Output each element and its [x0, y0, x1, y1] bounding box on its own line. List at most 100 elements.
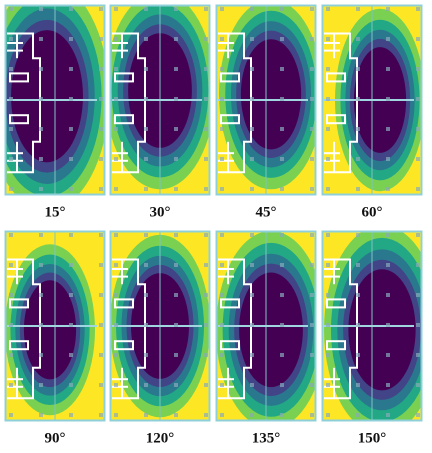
heatmap-panel [109, 230, 211, 422]
sensor [204, 293, 208, 297]
sensor [39, 157, 43, 161]
sensor [99, 187, 103, 191]
sensor [326, 67, 330, 71]
sensor [39, 67, 43, 71]
sensor [250, 323, 254, 327]
sensor [9, 293, 13, 297]
sensor [386, 127, 390, 131]
sensor [69, 97, 73, 101]
sensor [114, 67, 118, 71]
sensor [9, 127, 13, 131]
sensor [39, 97, 43, 101]
sensor [174, 7, 178, 11]
sensor [9, 37, 13, 41]
sensor [386, 233, 390, 237]
sensor [220, 383, 224, 387]
sensor [326, 97, 330, 101]
sensor [326, 383, 330, 387]
sensor [356, 413, 360, 417]
sensor [174, 353, 178, 357]
sensor [114, 383, 118, 387]
sensor [9, 7, 13, 11]
sensor [204, 37, 208, 41]
sensor [310, 157, 314, 161]
sensor [144, 157, 148, 161]
sensor [280, 127, 284, 131]
sensor [9, 157, 13, 161]
room [114, 114, 134, 125]
sensor [310, 67, 314, 71]
sensor [39, 413, 43, 417]
coverage-level [23, 280, 77, 380]
sensor [69, 7, 73, 11]
sensor [386, 97, 390, 101]
sensor [416, 127, 420, 131]
sensor [144, 127, 148, 131]
sensor [326, 233, 330, 237]
sensor [9, 323, 13, 327]
sensor [99, 293, 103, 297]
sensor [416, 97, 420, 101]
sensor [250, 413, 254, 417]
sensor [250, 97, 254, 101]
sensor [114, 233, 118, 237]
sensor [174, 233, 178, 237]
sensor [280, 263, 284, 267]
sensor [280, 7, 284, 11]
sensor [69, 293, 73, 297]
sensor [356, 67, 360, 71]
sensor [114, 127, 118, 131]
sensor [416, 157, 420, 161]
sensor [9, 263, 13, 267]
sensor [39, 187, 43, 191]
sensor [114, 293, 118, 297]
coverage [5, 244, 95, 416]
sensor [326, 323, 330, 327]
sensor [204, 7, 208, 11]
sensor [356, 97, 360, 101]
sensor [310, 97, 314, 101]
sensor [204, 97, 208, 101]
sensor [144, 67, 148, 71]
coverage-level [240, 39, 302, 150]
sensor [386, 323, 390, 327]
sensor [250, 383, 254, 387]
panel-border [321, 4, 423, 196]
sensor [356, 233, 360, 237]
sensor [326, 157, 330, 161]
sensor [174, 263, 178, 267]
sensor [220, 157, 224, 161]
sensor [250, 67, 254, 71]
sensor [280, 157, 284, 161]
sensor [204, 233, 208, 237]
sensor [144, 353, 148, 357]
sensor [386, 157, 390, 161]
sensor [280, 37, 284, 41]
sensor [326, 7, 330, 11]
panel-label: 120° [146, 430, 175, 446]
sensor [326, 127, 330, 131]
panel-label: 135° [252, 430, 281, 446]
sensor [99, 383, 103, 387]
sensor [174, 97, 178, 101]
sensor [326, 413, 330, 417]
sensor [39, 7, 43, 11]
sensor [310, 233, 314, 237]
sensor [416, 323, 420, 327]
room [220, 114, 240, 125]
sensor [250, 7, 254, 11]
sensor [386, 37, 390, 41]
sensor [250, 293, 254, 297]
panel-border [215, 230, 317, 422]
sensor [144, 413, 148, 417]
sensor [99, 353, 103, 357]
heatmap-panel [109, 4, 211, 196]
sensor [220, 233, 224, 237]
panel-border [215, 4, 317, 196]
sensor [69, 187, 73, 191]
sensor [69, 127, 73, 131]
sensor [204, 157, 208, 161]
sensor [280, 383, 284, 387]
sensor [144, 323, 148, 327]
coverage [216, 231, 316, 421]
